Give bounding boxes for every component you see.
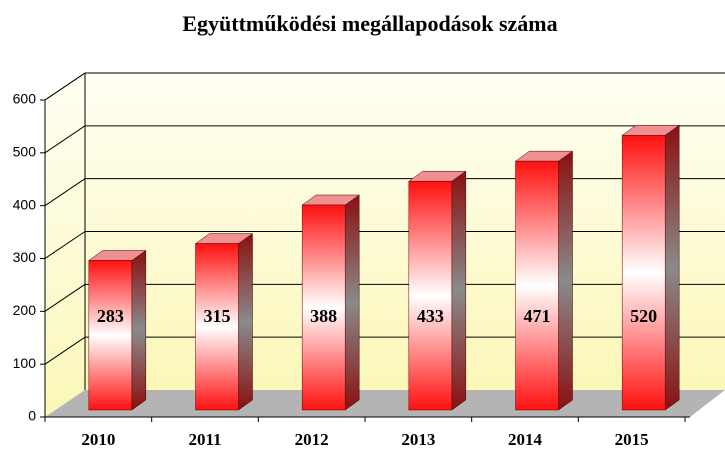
value-label: 520 <box>630 306 657 326</box>
bar <box>195 243 239 411</box>
y-tick-label: 600 <box>13 91 37 107</box>
x-tick-label: 2011 <box>188 430 221 449</box>
y-tick-label: 0 <box>28 408 36 424</box>
bar <box>88 260 133 411</box>
y-tick-label: 500 <box>13 144 37 160</box>
grid-line <box>44 231 86 259</box>
x-tick-label: 2010 <box>81 430 115 449</box>
grid-line <box>44 125 86 154</box>
grid-line <box>44 336 86 365</box>
bar-side <box>344 194 360 411</box>
y-tick-label: 400 <box>13 196 37 212</box>
x-tick-label: 2012 <box>295 430 329 449</box>
value-label: 388 <box>310 306 337 326</box>
bar <box>408 180 453 411</box>
bar-side <box>238 233 253 411</box>
bar <box>515 160 559 411</box>
chart-title: Együttműködési megállapodások száma <box>182 11 557 36</box>
bar-side <box>558 150 573 411</box>
bar-side <box>131 249 147 411</box>
y-tick-label: 300 <box>13 249 37 265</box>
bar-side <box>451 170 467 411</box>
bar-side <box>664 124 680 411</box>
x-tick-label: 2014 <box>508 430 543 449</box>
y-tick-label: 100 <box>13 355 37 371</box>
grid-line <box>44 178 86 207</box>
x-tick-label: 2015 <box>615 430 649 449</box>
x-tick-label: 2013 <box>401 430 435 449</box>
value-label: 471 <box>524 306 551 326</box>
plot: 0 100 200 300 400 500 600 2010 283 2011 315 2012 388… <box>13 72 725 449</box>
bar <box>621 135 666 411</box>
grid-line <box>44 283 86 312</box>
grid-line <box>44 72 86 101</box>
value-label: 315 <box>204 306 231 326</box>
value-label: 433 <box>417 306 444 326</box>
bar <box>301 204 346 411</box>
value-label: 283 <box>97 306 124 326</box>
y-tick-label: 200 <box>13 302 37 318</box>
